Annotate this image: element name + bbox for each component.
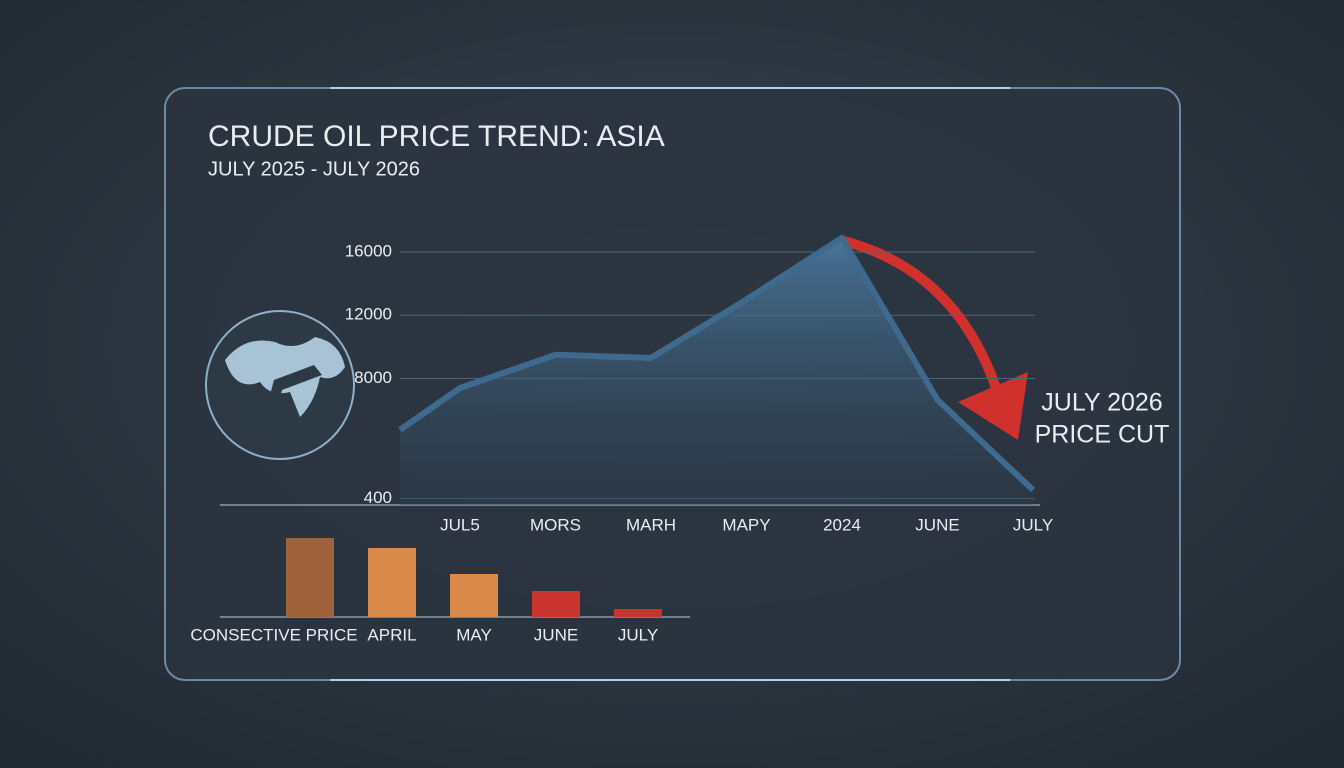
trend-arrow xyxy=(838,235,1005,402)
trend-arrow-head xyxy=(958,372,1028,440)
chart-title: CRUDE OIL PRICE TREND: ASIA xyxy=(208,120,665,153)
annotation: JULY 2026 xyxy=(1041,389,1162,417)
globe-icon xyxy=(205,310,355,460)
bar xyxy=(450,574,498,617)
area-line xyxy=(398,234,1036,493)
x-tick-label: MARH xyxy=(626,515,676,534)
x-tick-label: JULY xyxy=(618,625,658,644)
x-tick-label: JULY xyxy=(1013,515,1053,534)
bar xyxy=(286,538,334,617)
x-tick-label: 2024 xyxy=(823,515,861,534)
bar xyxy=(614,609,662,617)
x-tick-label: CONSECTIVE PRICE xyxy=(190,625,357,644)
area-fill xyxy=(400,237,1033,506)
x-tick-label: MORS xyxy=(530,515,581,534)
x-tick-label: JUNE xyxy=(915,515,959,534)
x-tick-label: JUL5 xyxy=(440,515,480,534)
bar xyxy=(368,548,416,617)
y-tick-label: 400 xyxy=(364,488,392,507)
x-tick-label: APRIL xyxy=(367,625,416,644)
bar xyxy=(532,591,580,617)
chart-subtitle: JULY 2025 - JULY 2026 xyxy=(208,158,420,180)
x-tick-label: MAPY xyxy=(722,515,770,534)
y-tick-label: 8000 xyxy=(354,368,392,387)
x-tick-label: JUNE xyxy=(534,625,578,644)
x-tick-label: MAY xyxy=(456,625,492,644)
y-tick-label: 12000 xyxy=(345,305,392,324)
y-tick-label: 16000 xyxy=(345,241,392,260)
annotation: PRICE CUT xyxy=(1035,421,1170,449)
